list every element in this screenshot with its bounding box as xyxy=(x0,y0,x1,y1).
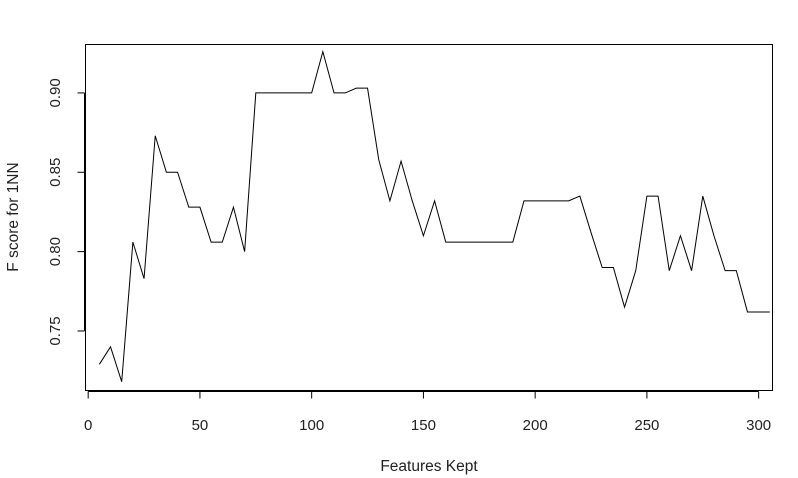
y-axis-title: F score for 1NN xyxy=(5,162,22,271)
series-line xyxy=(98,49,770,382)
y-tick-label: 0.80 xyxy=(47,237,64,266)
x-tick-label: 300 xyxy=(746,417,771,434)
x-tick-label: 250 xyxy=(634,417,659,434)
x-tick-label: 200 xyxy=(523,417,548,434)
y-tick-label: 0.75 xyxy=(47,316,64,345)
plot-frame xyxy=(85,44,773,391)
x-tick-label: 150 xyxy=(411,417,436,434)
y-tick-label: 0.90 xyxy=(47,78,64,107)
y-tick-label: 0.85 xyxy=(47,158,64,187)
x-tick-label: 0 xyxy=(84,417,92,434)
y-axis: 0.75 0.80 0.85 0.90 xyxy=(47,78,85,346)
x-tick-label: 50 xyxy=(192,417,209,434)
x-tick-label: 100 xyxy=(299,417,324,434)
x-axis-title: Features Kept xyxy=(380,458,478,475)
x-axis: 0 50 100 150 200 250 300 xyxy=(84,391,771,434)
